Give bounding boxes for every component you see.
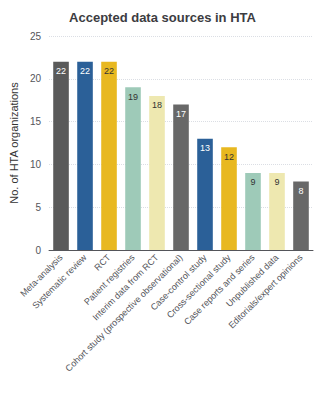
svg-text:Patient registries: Patient registries [82,252,137,307]
svg-text:22: 22 [80,66,90,76]
svg-text:Editorials/expert opinions: Editorials/expert opinions [226,252,304,330]
svg-text:Accepted data sources in HTA: Accepted data sources in HTA [69,10,256,25]
svg-text:Cohort study (prospective obse: Cohort study (prospective observational) [63,252,185,374]
svg-text:0: 0 [35,245,41,256]
svg-text:10: 10 [30,159,42,170]
svg-text:25: 25 [30,31,42,42]
svg-text:Meta-analysis: Meta-analysis [18,252,65,299]
svg-text:13: 13 [200,143,210,153]
svg-text:Unpublished data: Unpublished data [224,252,281,309]
svg-text:15: 15 [30,116,42,127]
svg-text:Interim data from RCT: Interim data from RCT [90,252,161,323]
svg-text:No. of HTA organizations: No. of HTA organizations [8,82,20,204]
svg-text:20: 20 [30,73,42,84]
svg-text:Systematic review: Systematic review [30,252,89,311]
svg-text:12: 12 [224,152,234,162]
svg-text:Case reports and series: Case reports and series [182,252,257,327]
svg-text:RCT: RCT [92,252,112,272]
svg-text:18: 18 [152,100,162,110]
svg-text:22: 22 [56,66,66,76]
svg-text:5: 5 [35,202,41,213]
svg-text:19: 19 [128,92,138,102]
svg-text:Case-control study: Case-control study [148,252,209,313]
svg-text:17: 17 [176,109,186,119]
svg-text:9: 9 [250,177,255,187]
svg-text:9: 9 [274,177,279,187]
svg-text:Cross-sectional study: Cross-sectional study [164,252,233,321]
svg-text:22: 22 [104,66,114,76]
svg-text:8: 8 [298,186,303,196]
